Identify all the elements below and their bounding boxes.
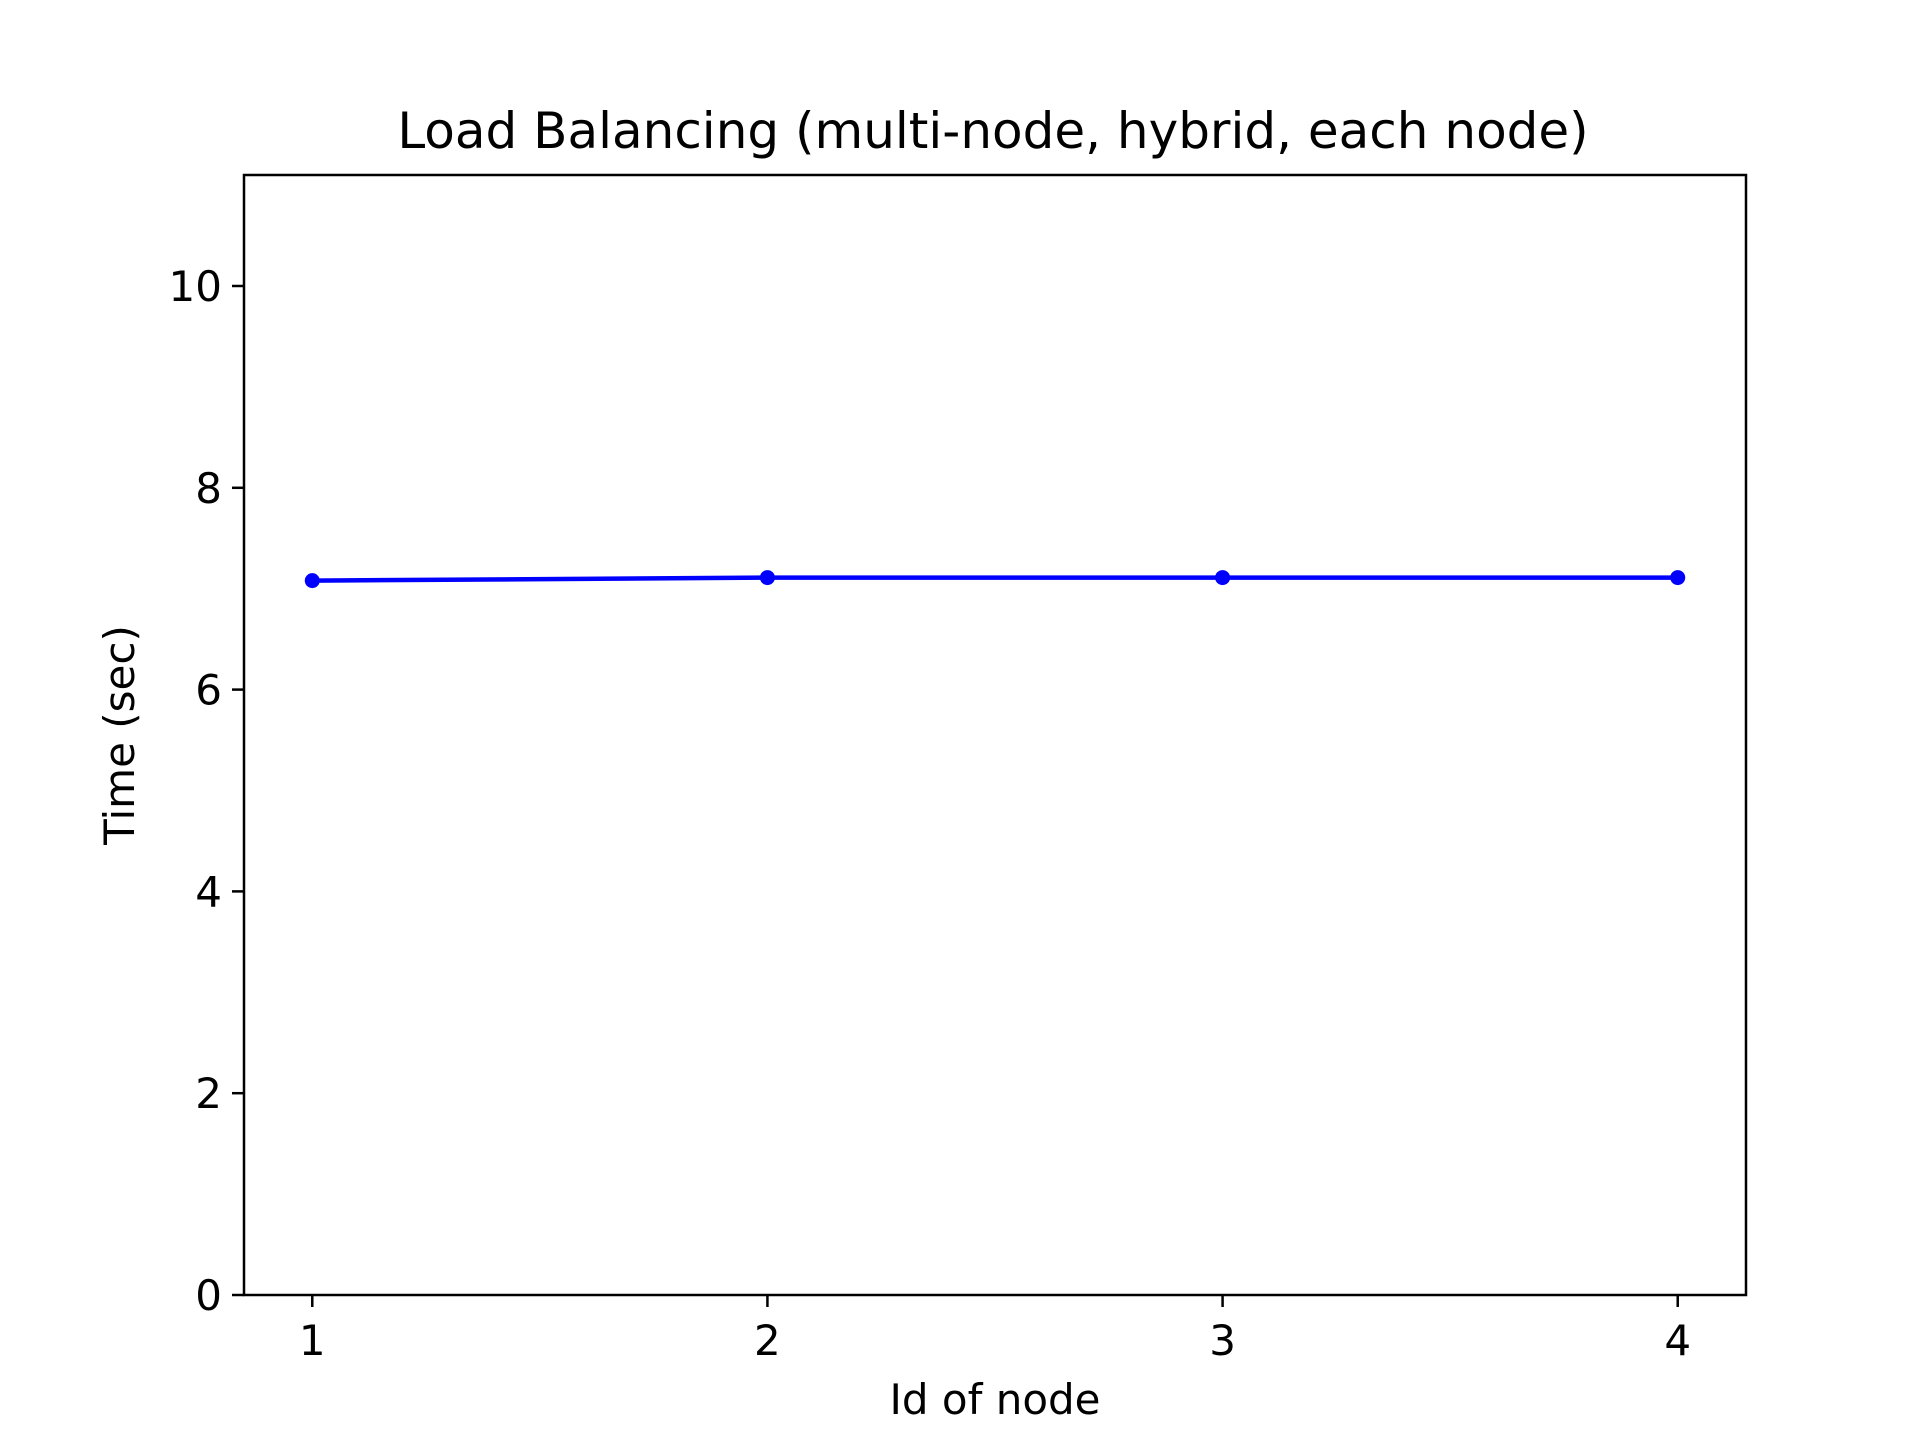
- x-tick-label-4: 4: [1664, 1316, 1691, 1365]
- series-line-1: [312, 575, 1678, 583]
- x-tick-label-3: 3: [1209, 1316, 1236, 1365]
- data-point-4: [1670, 570, 1686, 586]
- plot-area: 1 2 3 4 0 2 4 6 8 10: [169, 262, 1692, 1365]
- y-tick-label-4: 4: [195, 867, 222, 916]
- y-tick-label-0: 0: [195, 1271, 222, 1320]
- data-point-2: [759, 570, 775, 586]
- axes-frame: [242, 173, 1748, 1297]
- y-tick-label-8: 8: [195, 464, 222, 513]
- y-tick-label-2: 2: [195, 1069, 222, 1118]
- data-point-1: [304, 573, 320, 589]
- y-tick-label-10: 10: [169, 262, 222, 311]
- y-axis-label: Time (sec): [95, 625, 144, 846]
- x-tick-label-2: 2: [754, 1316, 781, 1365]
- x-axis-label: Id of node: [889, 1375, 1100, 1424]
- y-tick-label-6: 6: [195, 666, 222, 715]
- data-point-3: [1215, 570, 1231, 586]
- chart-title: Load Balancing (multi-node, hybrid, each…: [397, 102, 1588, 160]
- x-tick-label-1: 1: [299, 1316, 326, 1365]
